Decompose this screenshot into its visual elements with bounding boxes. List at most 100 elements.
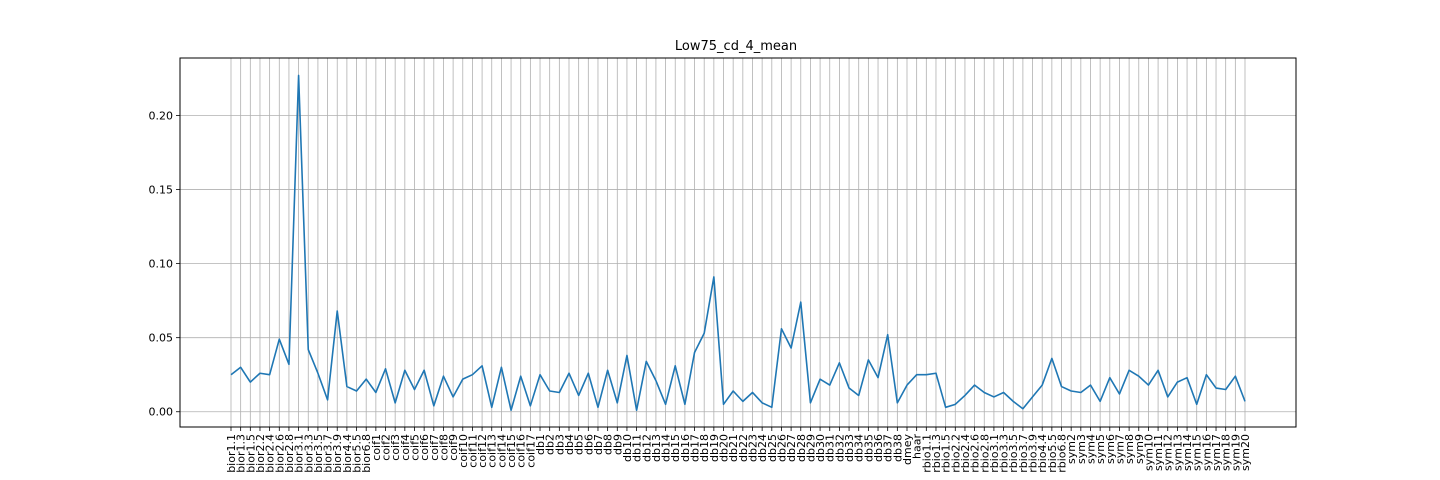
x-tick-label: sym8 — [1123, 434, 1136, 464]
x-tick-label: coif7 — [428, 434, 441, 461]
x-tick-label: db22 — [737, 434, 750, 462]
x-tick-label: db33 — [843, 434, 856, 462]
x-tick-label: db34 — [853, 434, 866, 462]
x-tick-label: db36 — [872, 434, 885, 462]
x-tick-label: coif8 — [437, 434, 450, 461]
x-tick-label: coif6 — [418, 434, 431, 461]
x-tick-label: sym10 — [1142, 434, 1155, 471]
x-tick-label: bior3.7 — [322, 434, 335, 473]
grid-lines — [180, 58, 1296, 427]
x-tick-label: bior2.8 — [283, 434, 296, 473]
x-tick-label: sym6 — [1104, 434, 1117, 464]
x-tick-label: coif4 — [399, 434, 412, 461]
x-tick-label: sym18 — [1220, 434, 1233, 471]
x-tick-label: rbio3.3 — [998, 434, 1011, 473]
x-tick-label: coif5 — [408, 434, 421, 461]
x-tick-label: db19 — [708, 434, 721, 462]
series-layer — [230, 74, 1246, 412]
x-tick-label: sym2 — [1065, 434, 1078, 464]
x-tick-label: haar — [911, 434, 924, 459]
x-tick-label: coif2 — [380, 434, 393, 461]
y-tick-label: 0.20 — [149, 109, 174, 122]
x-tick-label: rbio5.5 — [1046, 434, 1059, 473]
x-tick-label: db2 — [544, 434, 557, 455]
x-tick-label: sym12 — [1162, 434, 1175, 471]
x-tick-label: rbio3.1 — [988, 434, 1001, 473]
x-tick-label: db20 — [718, 434, 731, 462]
x-tick-label: sym4 — [1084, 434, 1097, 464]
x-tick-label: bior2.2 — [254, 434, 267, 473]
x-tick-label: db35 — [862, 434, 875, 462]
y-axis: 0.00 0.05 0.10 0.15 0.20 — [149, 109, 180, 419]
x-tick-label: db37 — [882, 434, 895, 462]
x-tick-label: dmey — [901, 434, 914, 465]
x-tick-label: sym13 — [1171, 434, 1184, 471]
x-tick-label: sym3 — [1075, 434, 1088, 464]
x-tick-label: db15 — [669, 434, 682, 462]
x-tick-label: rbio4.4 — [1036, 434, 1049, 473]
x-tick-label: db16 — [679, 434, 692, 462]
x-tick-label: rbio3.5 — [1007, 434, 1020, 473]
x-tick-label: sym5 — [1094, 434, 1107, 464]
x-tick-label: db21 — [727, 434, 740, 462]
x-tick-label: db31 — [824, 434, 837, 462]
x-tick-label: db10 — [621, 434, 634, 462]
x-tick-label: db12 — [640, 434, 653, 462]
x-tick-label: bior6.8 — [360, 434, 373, 473]
x-tick-label: db30 — [814, 434, 827, 462]
x-tick-label: sym19 — [1229, 434, 1242, 471]
x-tick-label: coif11 — [466, 434, 479, 468]
x-tick-label: rbio3.9 — [1027, 434, 1040, 473]
x-tick-label: bior3.1 — [293, 434, 306, 473]
x-tick-label: bior1.3 — [235, 434, 248, 473]
x-tick-label: db4 — [563, 434, 576, 455]
x-tick-label: bior3.5 — [312, 434, 325, 473]
x-tick-label: db24 — [756, 434, 769, 462]
x-tick-label: sym16 — [1200, 434, 1213, 471]
x-tick-label: db23 — [746, 434, 759, 462]
x-tick-label: coif12 — [476, 434, 489, 468]
x-tick-label: db13 — [650, 434, 663, 462]
y-tick-label: 0.05 — [149, 332, 174, 345]
x-tick-label: db3 — [553, 434, 566, 455]
x-tick-label: db11 — [631, 434, 644, 462]
x-tick-label: db8 — [602, 434, 615, 455]
x-tick-label: sym20 — [1239, 434, 1252, 471]
x-tick-label: rbio2.4 — [959, 434, 972, 473]
x-tick-label: rbio2.6 — [969, 434, 982, 473]
x-tick-label: db7 — [592, 434, 605, 455]
x-axis: bior1.1bior1.3bior1.5bior2.2bior2.4bior2… — [225, 427, 1252, 473]
x-tick-label: coif14 — [495, 434, 508, 468]
x-tick-label: rbio1.5 — [940, 434, 953, 473]
y-tick-label: 0.10 — [149, 258, 174, 271]
x-tick-label: rbio6.8 — [1056, 434, 1069, 473]
x-tick-label: sym7 — [1113, 434, 1126, 464]
x-tick-label: coif1 — [370, 434, 383, 461]
x-tick-label: bior4.4 — [341, 434, 354, 473]
x-tick-label: db1 — [534, 434, 547, 455]
x-tick-label: bior1.1 — [225, 434, 238, 473]
x-tick-label: bior3.3 — [302, 434, 315, 473]
x-tick-label: bior2.6 — [273, 434, 286, 473]
x-tick-label: sym17 — [1210, 434, 1223, 471]
y-tick-label: 0.00 — [149, 406, 174, 419]
x-tick-label: rbio2.8 — [978, 434, 991, 473]
x-tick-label: db14 — [660, 434, 673, 462]
x-tick-label: bior5.5 — [351, 434, 364, 473]
x-tick-label: sym11 — [1152, 434, 1165, 471]
x-tick-label: sym14 — [1181, 434, 1194, 471]
x-tick-label: bior2.4 — [264, 434, 277, 473]
x-tick-label: rbio1.1 — [920, 434, 933, 473]
x-tick-label: db29 — [804, 434, 817, 462]
x-tick-label: rbio2.2 — [949, 434, 962, 473]
series-line — [230, 74, 1246, 412]
x-tick-label: sym15 — [1191, 434, 1204, 471]
x-tick-label: db25 — [766, 434, 779, 462]
x-tick-label: coif17 — [524, 434, 537, 468]
y-tick-label: 0.15 — [149, 184, 174, 197]
x-tick-label: db27 — [785, 434, 798, 462]
x-tick-label: db6 — [582, 434, 595, 455]
